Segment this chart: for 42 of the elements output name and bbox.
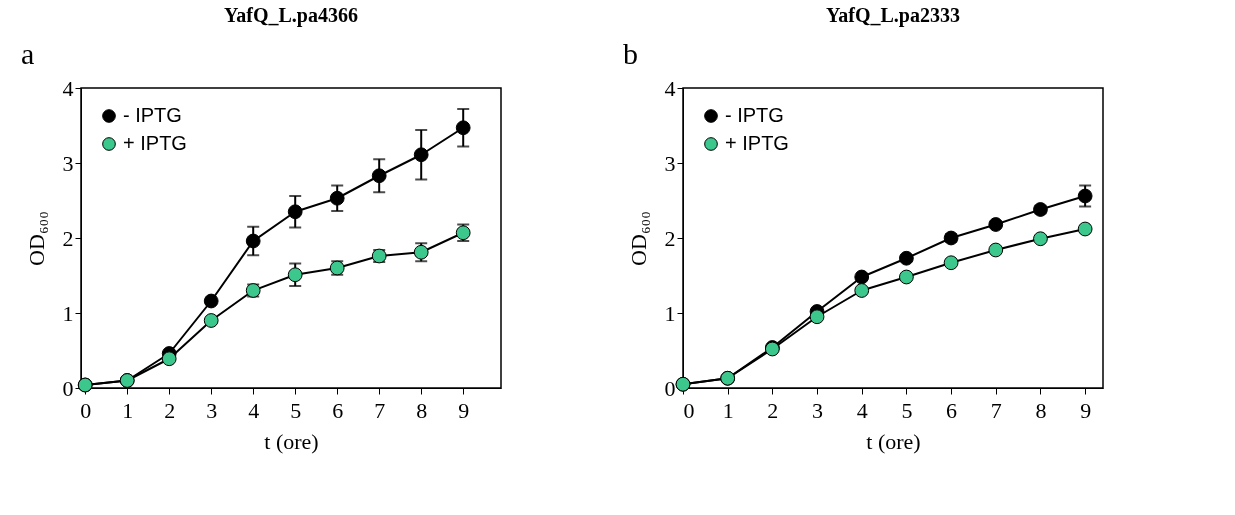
x-tick-label: 3: [206, 397, 218, 423]
y-tick-label: 4: [664, 75, 676, 101]
legend-label: - IPTG: [725, 104, 784, 126]
x-tick-label: 7: [374, 397, 386, 423]
x-tick-label: 5: [901, 397, 913, 423]
chart-title: YafQ_L.pa2333: [826, 4, 960, 27]
x-tick-label: 5: [290, 397, 302, 423]
legend-label: - IPTG: [123, 104, 182, 126]
x-tick-label: 9: [1080, 397, 1092, 423]
x-tick-label: 6: [332, 397, 344, 423]
y-tick-label: 3: [664, 150, 676, 176]
y-tick-label: 0: [664, 375, 676, 401]
x-axis-title: t (ore): [264, 428, 319, 454]
legend-label: + IPTG: [123, 132, 187, 154]
x-tick-label: 9: [458, 397, 470, 423]
x-tick-label: 8: [416, 397, 428, 423]
text: a: [21, 37, 35, 70]
y-tick-label: 2: [62, 225, 74, 251]
x-tick-label: 0: [80, 397, 92, 423]
x-tick-label: 8: [1035, 397, 1047, 423]
x-tick-label: 7: [990, 397, 1002, 423]
y-tick-label: 2: [664, 225, 676, 251]
x-tick-label: 3: [812, 397, 824, 423]
x-tick-label: 2: [164, 397, 176, 423]
x-tick-label: 6: [946, 397, 958, 423]
y-tick-label: 1: [664, 300, 676, 326]
x-tick-label: 2: [767, 397, 779, 423]
y-tick-label: 1: [62, 300, 74, 326]
x-tick-label: 1: [122, 397, 134, 423]
x-tick-label: 4: [248, 397, 260, 423]
x-tick-label: 1: [722, 397, 734, 423]
x-axis-title: t (ore): [866, 428, 921, 454]
y-axis-title: OD₆₀₀: [23, 211, 49, 266]
chart-title: YafQ_L.pa4366: [224, 4, 358, 27]
y-tick-label: 4: [62, 75, 74, 101]
y-tick-label: 0: [62, 375, 74, 401]
x-tick-label: 4: [856, 397, 868, 423]
legend-label: + IPTG: [725, 132, 789, 154]
x-tick-label: 0: [683, 397, 695, 423]
text: b: [623, 37, 638, 70]
y-tick-label: 3: [62, 150, 74, 176]
y-axis-title: OD₆₀₀: [625, 211, 651, 266]
